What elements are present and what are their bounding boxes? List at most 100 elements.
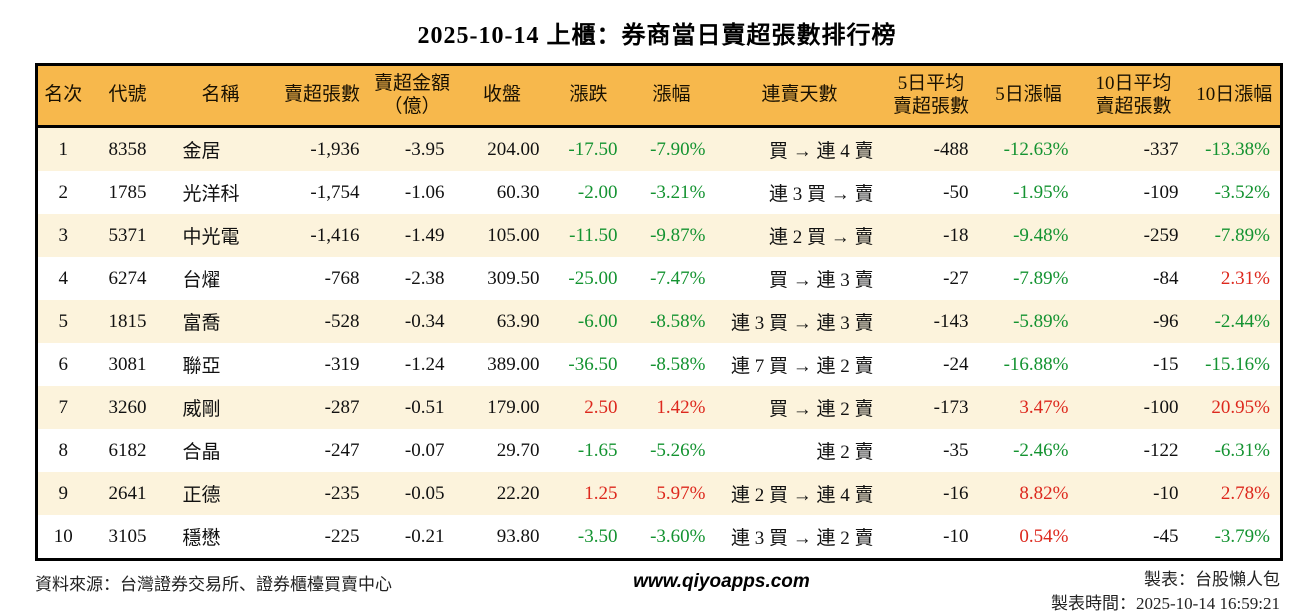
cell-change_pct: 5.97% [656,482,706,504]
cell-rank: 2 [58,181,69,203]
cell-code: 5371 [108,224,147,246]
cell-sell_shares: -225 [324,525,360,547]
cell-avg10: -15 [1153,353,1179,375]
cell-code: 1785 [108,181,147,203]
cell-rank: 8 [58,439,69,461]
column-header-sell_amount: 賣超金額 （億） [369,64,455,128]
cell-avg10: -337 [1143,138,1179,160]
cell-rank: 10 [53,525,73,547]
cell-close: 22.20 [496,482,540,504]
website-url: www.qiyoapps.com [633,571,810,592]
cell-code: 1815 [108,310,147,332]
cell-code: 3260 [108,396,147,418]
cell-streak: 連 2 買 → 賣 [768,227,874,248]
page-title: 2025-10-14 上櫃：券商當日賣超張數排行榜 [417,23,897,49]
cell-change: -25.00 [568,267,618,289]
cell-rank: 4 [58,267,69,289]
cell-avg5: -24 [943,353,969,375]
cell-pct5: -12.63% [1003,138,1069,160]
cell-avg5: -488 [933,138,969,160]
cell-pct10: -6.31% [1214,439,1270,461]
cell-pct5: 8.82% [1019,482,1069,504]
column-header-avg10: 10日平均 賣超張數 [1078,64,1189,128]
cell-name: 台燿 [182,270,221,291]
cell-pct5: 0.54% [1019,525,1069,547]
cell-sell_amount: -0.07 [404,439,445,461]
cell-pct10: -2.44% [1214,310,1270,332]
cell-pct5: -1.95% [1013,181,1069,203]
cell-sell_shares: -1,416 [310,224,360,246]
cell-avg10: -100 [1143,396,1179,418]
table-row: 10 3105 穩懋 -225 -0.21 93.80 -3.50 -3.60% 連 3 買 →… [36,515,1282,560]
cell-sell_shares: -768 [324,267,360,289]
column-header-code: 代號 [88,64,167,128]
cell-avg10: -109 [1143,181,1179,203]
cell-code: 3081 [108,353,147,375]
cell-pct5: -7.89% [1013,267,1069,289]
cell-pct5: -9.48% [1013,224,1069,246]
cell-avg5: -143 [933,310,969,332]
column-header-change: 漲跌 [549,64,628,128]
cell-streak: 連 3 買 → 連 3 賣 [730,313,874,334]
cell-change_pct: -7.90% [650,138,706,160]
cell-sell_shares: -287 [324,396,360,418]
cell-close: 93.80 [496,525,540,547]
cell-sell_shares: -319 [324,353,360,375]
cell-change: -3.50 [577,525,618,547]
cell-pct5: -16.88% [1003,353,1069,375]
cell-rank: 3 [58,224,69,246]
cell-code: 6182 [108,439,147,461]
column-header-sell_shares: 賣超張數 [274,64,370,128]
cell-code: 3105 [108,525,147,547]
cell-streak: 連 2 賣 [816,442,874,463]
column-header-pct10: 10日漲幅 [1188,64,1282,128]
cell-name: 富喬 [182,313,221,334]
cell-change_pct: -8.58% [650,353,706,375]
cell-change_pct: -3.21% [650,181,706,203]
cell-avg5: -173 [933,396,969,418]
column-header-change_pct: 漲幅 [627,64,716,128]
timestamp: 製表時間：2025-10-14 16:59:21 [1050,593,1280,612]
cell-pct10: -3.52% [1214,181,1270,203]
cell-rank: 6 [58,353,69,375]
cell-pct10: -13.38% [1205,138,1270,160]
cell-avg10: -96 [1153,310,1179,332]
cell-change: 2.50 [584,396,618,418]
cell-change: -2.00 [577,181,618,203]
cell-sell_amount: -1.49 [404,224,445,246]
table-row: 6 3081 聯亞 -319 -1.24 389.00 -36.50 -8.58% 連 7 買 … [36,343,1282,386]
cell-sell_amount: -0.34 [404,310,445,332]
cell-avg5: -35 [943,439,969,461]
column-header-name: 名稱 [166,64,275,128]
cell-avg10: -45 [1153,525,1179,547]
cell-streak: 連 7 買 → 連 2 賣 [730,356,874,377]
cell-sell_shares: -235 [324,482,360,504]
cell-avg5: -50 [943,181,969,203]
table-row: 9 2641 正德 -235 -0.05 22.20 1.25 5.97% 連 2 買 → 連 … [36,472,1282,515]
cell-change: -17.50 [568,138,618,160]
column-header-avg5: 5日平均 賣超張數 [883,64,979,128]
cell-rank: 9 [58,482,69,504]
header-row: 名次 代號 名稱 賣超張數 賣超金額 （億） 收盤 漲跌 漲幅 連賣天數 5日平均 賣超張數 5日漲… [36,64,1282,128]
cell-name: 穩懋 [182,528,221,549]
cell-sell_amount: -0.05 [404,482,445,504]
cell-rank: 1 [58,138,69,160]
cell-name: 聯亞 [182,356,221,377]
table-row: 3 5371 中光電 -1,416 -1.49 105.00 -11.50 -9.87% 連 2… [36,214,1282,257]
cell-pct5: 3.47% [1019,396,1069,418]
column-header-streak: 連賣天數 [715,64,884,128]
cell-change_pct: -8.58% [650,310,706,332]
cell-change_pct: 1.42% [656,396,706,418]
cell-avg5: -10 [943,525,969,547]
cell-sell_amount: -2.38 [404,267,445,289]
column-header-pct5: 5日漲幅 [978,64,1079,128]
cell-avg5: -18 [943,224,969,246]
table-row: 8 6182 合晶 -247 -0.07 29.70 -1.65 -5.26% 連 2 賣 -35… [36,429,1282,472]
cell-sell_amount: -1.06 [404,181,445,203]
cell-name: 光洋科 [182,184,240,205]
cell-name: 金居 [182,141,221,162]
maker-credit: 製表：台股懶人包 [1143,570,1280,589]
cell-streak: 買 → 連 2 賣 [768,399,874,420]
cell-close: 29.70 [496,439,540,461]
